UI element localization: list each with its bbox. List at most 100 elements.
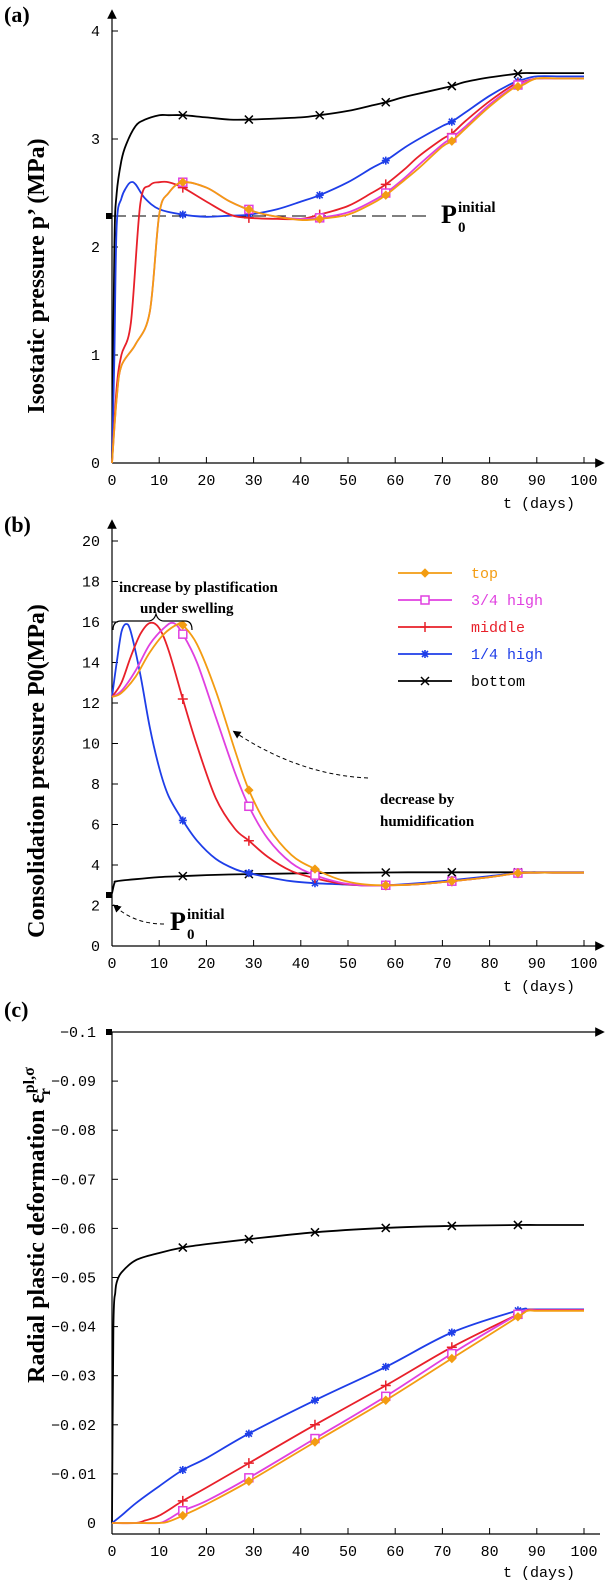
data-point-bottom — [513, 1220, 523, 1230]
data-point-quarter — [315, 191, 324, 200]
data-point-top — [513, 1312, 523, 1322]
series-line-top — [112, 1309, 584, 1524]
data-point-top — [244, 1476, 254, 1486]
legend-item-bottom: bottom — [398, 674, 525, 691]
x-tick-label: 0 — [107, 1544, 116, 1561]
y-tick-label: −0.05 — [51, 1271, 96, 1288]
data-point-top — [244, 204, 254, 215]
series-group-c — [111, 1220, 584, 1525]
data-point-top — [314, 214, 325, 224]
data-point-bottom — [381, 867, 391, 878]
data-point-top — [178, 1510, 188, 1521]
x-tick-label: 50 — [339, 956, 357, 973]
annotation-increase-line2: under swelling — [140, 601, 234, 617]
data-point-bottom — [447, 867, 457, 877]
x-tick-label: 30 — [245, 956, 263, 973]
data-point-quarter — [381, 1362, 390, 1371]
data-point-quarter — [447, 1328, 456, 1337]
y-tick-label: −0.04 — [51, 1320, 96, 1337]
series-line-top — [111, 621, 584, 887]
data-point-bottom — [244, 1234, 254, 1244]
y-tick-label: 0 — [87, 1516, 96, 1533]
data-point-top — [178, 620, 188, 630]
x-tick-label: 20 — [197, 956, 215, 973]
data-point-bottom — [447, 1221, 457, 1231]
x-tick-label: 20 — [197, 473, 215, 490]
data-point-top — [513, 868, 523, 878]
data-point-top — [244, 785, 254, 795]
series-line-middle — [111, 77, 584, 464]
p0-sup-a: initial — [458, 200, 496, 216]
y-axis-label-c-sub: r — [37, 1088, 54, 1095]
y-axis-label-c: Radial plastic deformation εpl,σr — [21, 1067, 54, 1383]
legend-marker-middle — [420, 622, 430, 632]
data-point-bottom — [513, 69, 523, 79]
series-line-bottom — [111, 1224, 584, 1524]
x-tick-label: 20 — [197, 1544, 215, 1561]
data-point-middle — [243, 835, 254, 846]
x-tick-label: 40 — [292, 956, 310, 973]
data-point-quarter — [381, 156, 390, 165]
y-tick-label: 4 — [91, 24, 100, 41]
legend-item-three_quarter: 3/4 high — [398, 593, 543, 610]
x-tick-label: 70 — [433, 956, 451, 973]
y-tick-label: 2 — [91, 899, 100, 916]
y-tick-label: 18 — [82, 575, 100, 592]
x-axis-label-c: t (days) — [503, 1565, 575, 1582]
data-point-middle — [380, 179, 391, 190]
legend-label-quarter: 1/4 high — [471, 647, 543, 664]
legend-label-bottom: bottom — [471, 674, 525, 691]
data-point-bottom — [310, 1227, 320, 1237]
x-tick-label: 30 — [245, 1544, 263, 1561]
data-point-quarter — [447, 117, 456, 126]
legend: top 3/4 high middle 1/4 high bottom — [398, 566, 543, 691]
p0-main-b: P — [170, 907, 186, 936]
data-point-top — [447, 1353, 457, 1364]
ticks-a: 0 10 20 30 40 50 60 70 80 90 100 0 1 2 3 4 — [91, 24, 598, 490]
data-point-bottom — [178, 871, 188, 881]
x-tick-label: 100 — [570, 956, 597, 973]
x-tick-label: 10 — [150, 473, 168, 490]
p0-arrow-icon — [113, 904, 165, 925]
data-point-top — [310, 864, 320, 874]
x-tick-label: 0 — [107, 473, 116, 490]
x-tick-label: 60 — [386, 473, 404, 490]
data-point-bottom — [381, 1223, 391, 1233]
legend-item-quarter: 1/4 high — [398, 647, 543, 664]
x-tick-label: 60 — [386, 1544, 404, 1561]
x-tick-label: 80 — [481, 956, 499, 973]
y-tick-label: −0.07 — [51, 1172, 96, 1189]
data-point-quarter — [244, 869, 253, 878]
data-point-three_quarter — [178, 629, 188, 639]
data-point-top — [310, 1437, 320, 1447]
x-tick-label: 40 — [292, 473, 310, 490]
data-point-quarter — [310, 1396, 319, 1405]
y-tick-label: 14 — [82, 656, 100, 673]
data-point-bottom — [244, 115, 254, 125]
data-point-bottom — [315, 110, 325, 120]
x-tick-label: 80 — [481, 1544, 499, 1561]
y-tick-label: −0.08 — [51, 1123, 96, 1140]
x-tick-label: 60 — [386, 956, 404, 973]
data-point-bottom — [381, 97, 391, 107]
series-line-middle — [111, 1308, 584, 1525]
legend-marker-top — [420, 568, 430, 578]
y-tick-label: 8 — [91, 777, 100, 794]
x-tick-label: 10 — [150, 1544, 168, 1561]
reference-marker-b — [106, 892, 112, 898]
x-tick-label: 90 — [528, 956, 546, 973]
y-tick-label: −0.09 — [51, 1074, 96, 1091]
data-point-top — [447, 876, 457, 886]
data-point-middle — [309, 1419, 320, 1430]
legend-marker-quarter — [421, 650, 429, 658]
x-tick-label: 90 — [528, 473, 546, 490]
series-line-quarter — [111, 75, 584, 464]
data-point-quarter — [178, 816, 187, 825]
x-tick-label: 0 — [107, 956, 116, 973]
x-tick-label: 40 — [292, 1544, 310, 1561]
x-axis-label-b: t (days) — [503, 979, 575, 996]
p0-sub-a: 0 — [458, 220, 466, 236]
y-tick-label: 4 — [91, 858, 100, 875]
x-tick-label: 100 — [570, 1544, 597, 1561]
